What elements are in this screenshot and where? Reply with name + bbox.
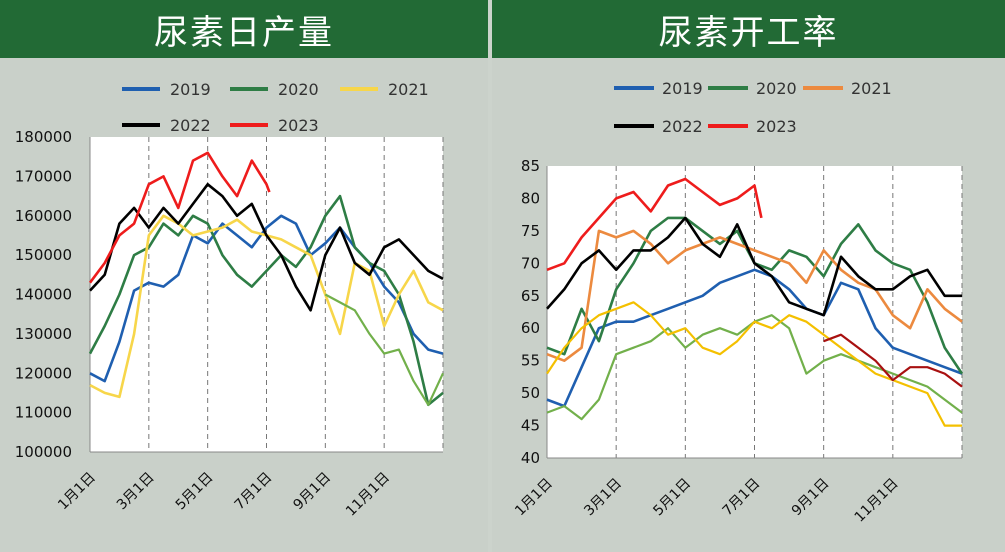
series-line-2021	[546, 229, 963, 363]
y-tick-label: 40	[521, 449, 540, 467]
y-tick-label: 110000	[15, 404, 72, 422]
left-chart-header: 尿素日产量	[0, 0, 488, 58]
x-tick-label: 7月1日	[232, 470, 276, 514]
y-tick-label: 140000	[15, 286, 72, 304]
y-tick-label: 120000	[15, 364, 72, 382]
x-tick-label: 1月1日	[512, 476, 556, 520]
y-tick-label: 150000	[15, 246, 72, 264]
y-tick-label: 55	[521, 352, 540, 370]
x-tick-label: 9月1日	[789, 476, 833, 520]
series-line-2022	[89, 183, 444, 312]
series-line-2023	[546, 177, 763, 272]
y-tick-label: 45	[521, 417, 540, 435]
x-tick-label: 11月1日	[852, 476, 902, 526]
y-tick-label: 60	[521, 319, 540, 337]
x-tick-label: 3月1日	[581, 476, 625, 520]
y-tick-label: 75	[521, 222, 540, 240]
series-line-2019	[546, 268, 963, 408]
series-line-2022	[546, 216, 962, 317]
x-tick-label: 7月1日	[720, 476, 764, 520]
y-tick-label: 180000	[15, 128, 72, 146]
series-line-2020	[88, 194, 444, 407]
legend-label: 2023	[756, 117, 797, 136]
y-tick-label: 100000	[15, 443, 72, 461]
left-chart-title: 尿素日产量	[154, 12, 334, 53]
y-tick-label: 85	[521, 157, 540, 175]
y-tick-label: 70	[521, 254, 540, 272]
legend-label: 2019	[662, 79, 703, 98]
legend-label: 2020	[278, 80, 319, 99]
series-line-extra-7	[823, 333, 963, 388]
daily-output-chart: 100000 110000 120000 130000 140000 150000 1600…	[15, 80, 444, 520]
right-chart-title: 尿素开工率	[658, 12, 839, 53]
legend-label: 2022	[662, 117, 703, 136]
y-tick-label: 65	[521, 287, 540, 305]
y-tick-label: 130000	[15, 325, 72, 343]
x-tick-label: 9月1日	[290, 470, 334, 514]
legend-label: 2021	[388, 80, 429, 99]
legend-label: 2020	[756, 79, 797, 98]
operating-rate-chart: 40 45 50 55 60 65 70 75 80 85 1月1日 3月1日 5月1日 7月1日 9月1日…	[512, 79, 964, 526]
series-line-2019	[89, 214, 444, 383]
x-tick-label: 5月1日	[650, 476, 694, 520]
y-tick-label: 80	[521, 189, 540, 207]
legend-label: 2019	[170, 80, 211, 99]
y-tick-label: 50	[521, 384, 540, 402]
series-line-2023	[88, 151, 271, 284]
series-line-extra-5	[324, 293, 444, 406]
y-tick-label: 170000	[15, 167, 72, 185]
right-chart-header: 尿素开工率	[492, 0, 1005, 58]
legend-label: 2022	[170, 116, 211, 135]
legend-label: 2021	[851, 79, 892, 98]
x-tick-label: 11月1日	[343, 470, 393, 520]
y-tick-label: 160000	[15, 207, 72, 225]
x-tick-label: 5月1日	[173, 470, 217, 514]
x-tick-label: 3月1日	[114, 470, 158, 514]
x-tick-label: 1月1日	[55, 470, 99, 514]
legend-label: 2023	[278, 116, 319, 135]
